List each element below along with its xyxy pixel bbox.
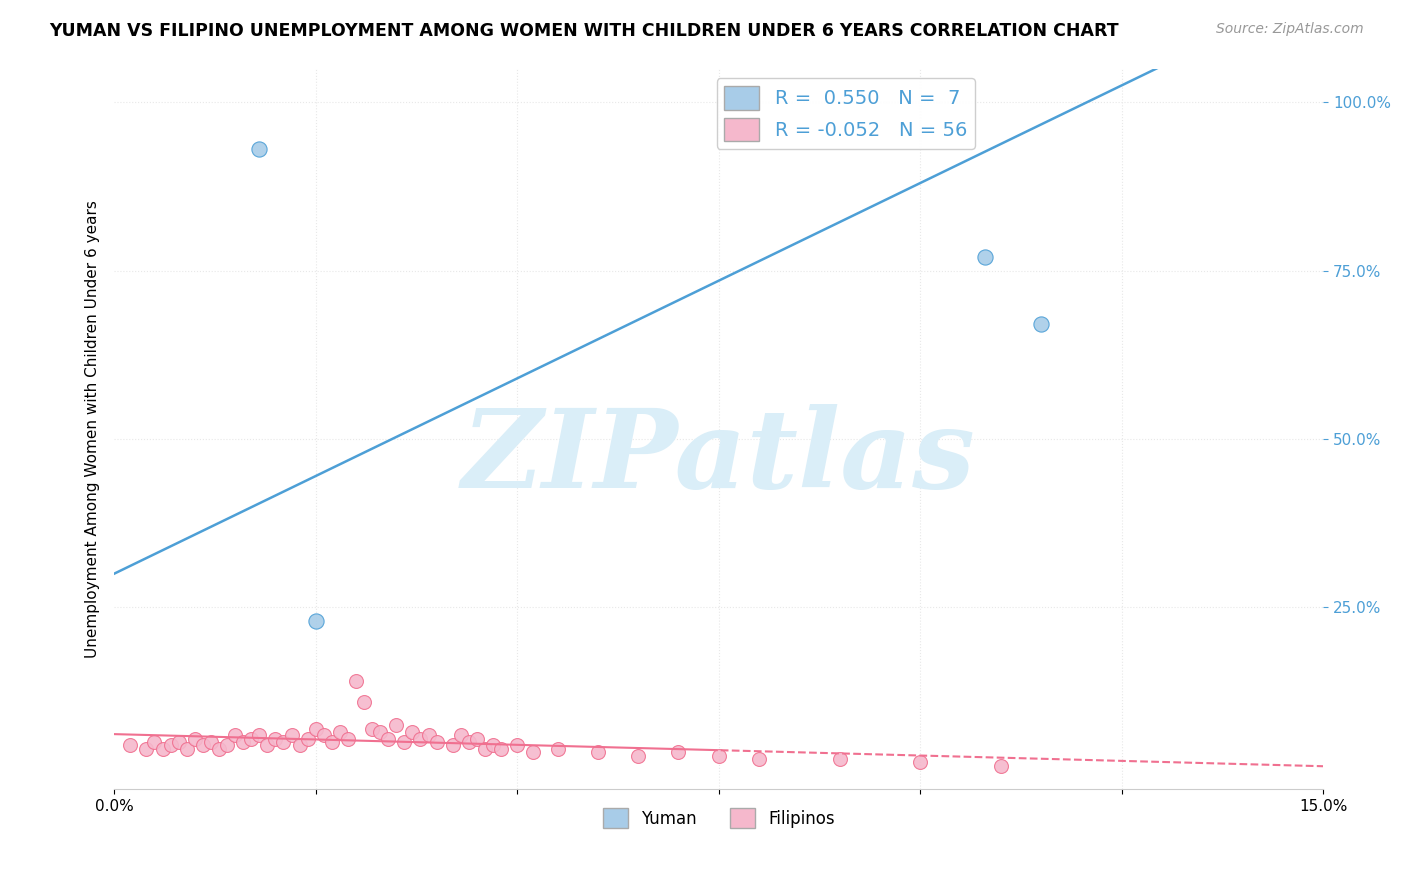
Point xyxy=(159,739,181,753)
Point xyxy=(361,722,384,736)
Text: YUMAN VS FILIPINO UNEMPLOYMENT AMONG WOMEN WITH CHILDREN UNDER 6 YEARS CORRELATI: YUMAN VS FILIPINO UNEMPLOYMENT AMONG WOM… xyxy=(49,22,1119,40)
Point xyxy=(465,731,488,746)
Point xyxy=(273,735,295,749)
Point xyxy=(167,735,190,749)
Point xyxy=(344,674,367,689)
Point xyxy=(247,142,270,156)
Point xyxy=(305,614,328,628)
Point xyxy=(506,739,529,753)
Point xyxy=(256,739,278,753)
Point xyxy=(418,728,440,742)
Point xyxy=(522,745,544,759)
Point xyxy=(586,745,609,759)
Point xyxy=(176,741,198,756)
Point xyxy=(457,735,479,749)
Text: ZIPatlas: ZIPatlas xyxy=(461,404,976,511)
Point xyxy=(627,748,650,763)
Point xyxy=(409,731,432,746)
Point xyxy=(385,718,408,732)
Point xyxy=(232,735,254,749)
Point xyxy=(120,739,142,753)
Point xyxy=(305,722,328,736)
Point xyxy=(368,725,391,739)
Point xyxy=(707,748,730,763)
Point xyxy=(377,731,399,746)
Point xyxy=(224,728,246,742)
Point xyxy=(321,735,343,749)
Point xyxy=(152,741,174,756)
Point xyxy=(1031,318,1053,332)
Text: Source: ZipAtlas.com: Source: ZipAtlas.com xyxy=(1216,22,1364,37)
Point xyxy=(280,728,302,742)
Point xyxy=(336,731,359,746)
Point xyxy=(184,731,207,746)
Point xyxy=(353,695,375,709)
Point xyxy=(748,752,770,766)
Point xyxy=(489,741,512,756)
Point xyxy=(547,741,569,756)
Point xyxy=(191,739,214,753)
Point xyxy=(297,731,319,746)
Point xyxy=(828,752,851,766)
Point xyxy=(394,735,416,749)
Point xyxy=(973,250,995,264)
Point xyxy=(990,758,1012,772)
Point xyxy=(264,731,287,746)
Point xyxy=(240,731,263,746)
Legend: Yuman, Filipinos: Yuman, Filipinos xyxy=(596,801,842,835)
Point xyxy=(143,735,166,749)
Point xyxy=(474,741,496,756)
Y-axis label: Unemployment Among Women with Children Under 6 years: Unemployment Among Women with Children U… xyxy=(86,200,100,657)
Point xyxy=(288,739,311,753)
Point xyxy=(200,735,222,749)
Point xyxy=(215,739,238,753)
Point xyxy=(329,725,352,739)
Point xyxy=(426,735,449,749)
Point xyxy=(135,741,157,756)
Point xyxy=(401,725,423,739)
Point xyxy=(668,745,690,759)
Point xyxy=(441,739,464,753)
Point xyxy=(247,728,270,742)
Point xyxy=(208,741,231,756)
Point xyxy=(450,728,472,742)
Point xyxy=(312,728,335,742)
Point xyxy=(910,756,932,770)
Point xyxy=(482,739,505,753)
